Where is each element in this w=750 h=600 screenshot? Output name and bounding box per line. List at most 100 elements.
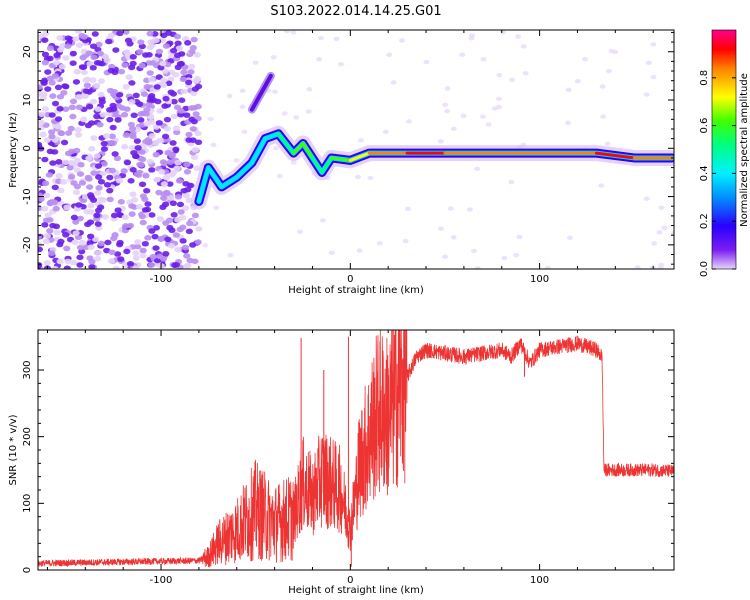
noise-dot — [142, 110, 150, 117]
noise-dot — [134, 239, 142, 245]
noise-dot — [172, 261, 180, 268]
speckle-dot — [423, 59, 430, 65]
speckle-dot — [404, 206, 411, 212]
snr-series — [38, 330, 674, 568]
noise-dot — [169, 200, 177, 207]
noise-dot — [175, 45, 184, 52]
noise-dot — [180, 88, 188, 95]
noise-dot — [89, 77, 97, 83]
noise-dot — [160, 195, 168, 201]
noise-dot — [122, 30, 130, 35]
noise-dot — [64, 43, 72, 49]
noise-dot — [70, 259, 78, 266]
noise-dot — [129, 191, 137, 198]
noise-dot — [38, 196, 45, 202]
speckle-dot — [444, 86, 451, 91]
noise-dot — [44, 212, 52, 218]
ridge-segment — [250, 137, 267, 165]
noise-dot — [53, 59, 61, 66]
ridge-halo — [190, 125, 674, 210]
noise-dot — [38, 84, 43, 90]
noise-dot — [62, 159, 70, 166]
noise-dot — [130, 112, 138, 119]
noise-dot — [179, 224, 187, 231]
speckle-dot — [651, 241, 658, 246]
noise-dot — [94, 255, 102, 262]
noise-dot — [155, 120, 163, 126]
noise-dot — [72, 230, 80, 236]
noise-dot — [174, 40, 182, 47]
y-tick-label: 0 — [22, 145, 33, 151]
noise-dot — [60, 139, 69, 146]
noise-dot — [100, 140, 108, 147]
speckle-dot — [273, 146, 280, 151]
noise-dot — [95, 174, 103, 180]
noise-dot — [41, 156, 49, 163]
noise-dot — [59, 179, 68, 185]
noise-dot — [173, 129, 181, 136]
noise-dot — [106, 187, 114, 194]
noise-dot — [93, 82, 101, 89]
noise-dot — [77, 161, 85, 168]
noise-dot — [99, 170, 107, 177]
noise-dot — [148, 167, 156, 173]
speckle-dot — [210, 142, 217, 148]
speckle-dot — [270, 55, 277, 60]
noise-dot — [80, 116, 88, 123]
noise-dot — [72, 189, 81, 196]
noise-dot — [186, 257, 194, 264]
noise-dot — [138, 43, 146, 50]
x-tick-label: 100 — [530, 274, 549, 285]
noise-dot — [139, 219, 147, 226]
noise-dot — [73, 157, 81, 164]
noise-dot — [146, 158, 154, 165]
speckle-dot — [390, 80, 397, 85]
speckle-dot — [290, 30, 297, 35]
noise-dot — [152, 245, 160, 251]
speckle-dot — [337, 61, 344, 67]
noise-dot — [170, 98, 178, 105]
noise-dot — [97, 78, 106, 84]
noise-dot — [106, 196, 114, 203]
noise-dot — [107, 32, 115, 39]
noise-dot — [103, 182, 112, 188]
noise-dot — [183, 253, 191, 259]
noise-dot — [128, 211, 136, 217]
noise-dot — [183, 169, 192, 175]
noise-dot — [39, 131, 47, 138]
noise-dot — [74, 30, 82, 34]
speckle-dot — [513, 252, 520, 258]
speckle-dot — [333, 36, 340, 42]
noise-dot — [138, 213, 146, 220]
noise-dot — [94, 250, 102, 256]
speckle-dot — [271, 89, 278, 94]
noise-dot — [42, 238, 50, 245]
noise-dot — [93, 153, 101, 159]
noise-dot — [94, 221, 102, 227]
ridge-segment — [594, 151, 636, 160]
noise-dot — [41, 59, 49, 66]
noise-dot — [46, 228, 54, 234]
noise-dot — [182, 180, 190, 187]
noise-dot — [147, 262, 156, 268]
speckle-dot — [598, 183, 605, 188]
noise-dot — [173, 165, 181, 172]
noise-dot — [111, 151, 119, 157]
ridge-segment — [220, 175, 239, 189]
noise-dot — [41, 51, 50, 58]
noise-dot — [161, 160, 169, 167]
noise-dot — [132, 250, 140, 256]
noise-dot — [89, 197, 98, 203]
noise-dot — [132, 153, 140, 159]
noise-dot — [101, 214, 109, 220]
noise-dot — [51, 100, 60, 107]
noise-dot — [193, 52, 201, 58]
noise-dot — [89, 64, 97, 71]
speckle-dot — [252, 60, 259, 65]
noise-dot — [71, 239, 79, 246]
noise-dot — [105, 38, 113, 45]
ridge-segment — [301, 141, 314, 160]
noise-dot — [85, 50, 93, 56]
speckle-dot — [466, 207, 473, 212]
speckle-dot — [661, 225, 668, 231]
